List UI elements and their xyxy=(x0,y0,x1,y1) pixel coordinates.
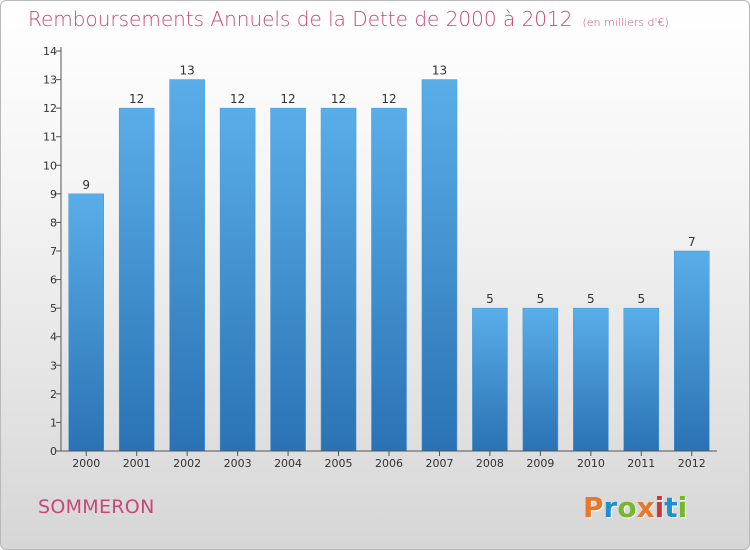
bar-2008 xyxy=(472,307,508,452)
y-tick-label: 10 xyxy=(43,159,57,172)
y-tick-label: 12 xyxy=(43,102,57,115)
y-tick-label: 14 xyxy=(43,45,57,58)
data-label-2006: 12 xyxy=(381,92,396,106)
y-tick-label: 1 xyxy=(50,416,57,429)
logo-letter: r xyxy=(603,491,618,524)
data-labels: 9 12 13 12 12 12 12 13 5 5 5 5 7 xyxy=(82,64,695,307)
x-tick-label-2012: 2012 xyxy=(678,457,706,470)
x-tick-label-2010: 2010 xyxy=(577,457,605,470)
bar-2004 xyxy=(270,107,306,452)
x-tick-label-2006: 2006 xyxy=(375,457,403,470)
bars xyxy=(68,79,710,452)
bar-2010 xyxy=(573,307,609,452)
commune-name: SOMMERON xyxy=(38,496,155,518)
y-tick-label: 2 xyxy=(50,388,57,401)
data-label-2012: 7 xyxy=(688,235,696,249)
y-tick-label: 9 xyxy=(50,188,57,201)
logo-letter: x xyxy=(636,491,655,524)
x-tick-label-2003: 2003 xyxy=(224,457,252,470)
data-label-2005: 12 xyxy=(331,92,346,106)
logo-letter: P xyxy=(583,491,604,524)
x-tick-label-2002: 2002 xyxy=(173,457,201,470)
bar-2003 xyxy=(219,107,256,452)
y-tick-label: 13 xyxy=(43,74,57,87)
data-label-2003: 12 xyxy=(230,92,245,106)
data-label-2004: 12 xyxy=(280,92,295,106)
x-tick-label-2000: 2000 xyxy=(72,457,100,470)
proxiti-logo: Proxiti xyxy=(583,491,687,524)
bar-2000 xyxy=(68,193,104,452)
y-tick-label: 4 xyxy=(50,331,57,344)
x-axis: 2000 2001 2002 2003 2004 2005 2006 2007 2008 2009… xyxy=(61,450,717,470)
x-tick-label-2008: 2008 xyxy=(476,457,504,470)
logo-letter: i xyxy=(677,491,688,524)
y-tick-label: 5 xyxy=(50,302,57,315)
bar-2007 xyxy=(421,79,458,452)
bar-2001 xyxy=(118,107,155,452)
bar-2009 xyxy=(522,307,559,452)
bar-2006 xyxy=(371,107,407,452)
x-tick-label-2005: 2005 xyxy=(325,457,353,470)
x-tick-label-2009: 2009 xyxy=(526,457,554,470)
chart-unit: (en milliers d'€) xyxy=(582,16,669,29)
logo-letter: i xyxy=(654,491,665,524)
logo-letter: t xyxy=(664,491,678,524)
y-tick-label: 6 xyxy=(50,274,57,287)
x-tick-label-2001: 2001 xyxy=(123,457,151,470)
data-label-2000: 9 xyxy=(82,178,90,192)
bar-2011 xyxy=(623,307,660,452)
chart-title-text: Remboursements Annuels de la Dette de 20… xyxy=(28,7,573,31)
x-tick-label-2004: 2004 xyxy=(274,457,302,470)
data-label-2008: 5 xyxy=(486,292,494,306)
y-tick-label: 3 xyxy=(50,359,57,372)
data-label-2007: 13 xyxy=(432,64,447,78)
x-tick-label-2007: 2007 xyxy=(425,457,453,470)
chart-title: Remboursements Annuels de la Dette de 20… xyxy=(28,7,669,31)
y-tick-label: 8 xyxy=(50,216,57,229)
y-tick-label: 7 xyxy=(50,245,57,258)
data-label-2002: 13 xyxy=(180,64,195,78)
y-tick-label: 0 xyxy=(50,445,57,458)
bar-2002 xyxy=(169,79,205,452)
bar-2012 xyxy=(674,250,710,452)
data-label-2010: 5 xyxy=(587,292,595,306)
data-label-2011: 5 xyxy=(637,292,645,306)
x-tick-label-2011: 2011 xyxy=(627,457,655,470)
bar-2005 xyxy=(320,107,357,452)
y-tick-label: 11 xyxy=(43,131,57,144)
data-label-2001: 12 xyxy=(129,92,144,106)
logo-letter: o xyxy=(617,491,637,524)
data-label-2009: 5 xyxy=(537,292,545,306)
